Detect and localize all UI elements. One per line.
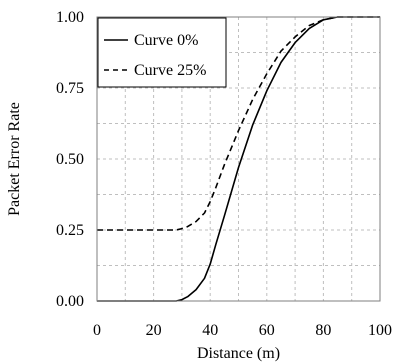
y-tick-labels: 0.00 0.25 0.50 0.75 1.00 (56, 9, 84, 310)
legend: Curve 0% Curve 25% (97, 17, 227, 88)
x-tick-label: 20 (146, 322, 162, 339)
y-tick-label: 0.25 (56, 222, 84, 239)
grid-lines (96, 16, 381, 302)
legend-label-curve-25: Curve 25% (134, 62, 206, 79)
legend-label-curve-0: Curve 0% (134, 32, 198, 49)
x-tick-label: 80 (315, 322, 331, 339)
series-line-1 (97, 16, 380, 231)
y-axis-label: Packet Error Rate (6, 102, 23, 216)
x-tick-label: 40 (202, 322, 218, 339)
y-tick-label: 0.50 (56, 151, 84, 168)
x-tick-label: 100 (368, 322, 392, 339)
x-tick-label: 0 (93, 322, 101, 339)
x-tick-label: 60 (259, 322, 275, 339)
y-tick-label: 1.00 (56, 9, 84, 26)
y-tick-label: 0.75 (56, 80, 84, 97)
plot-frame (96, 16, 381, 302)
x-tick-labels: 0 20 40 60 80 100 (93, 322, 392, 339)
legend-box (97, 17, 227, 88)
series-lines (97, 16, 380, 302)
y-tick-label: 0.00 (56, 293, 84, 310)
x-axis-label: Distance (m) (197, 345, 280, 362)
